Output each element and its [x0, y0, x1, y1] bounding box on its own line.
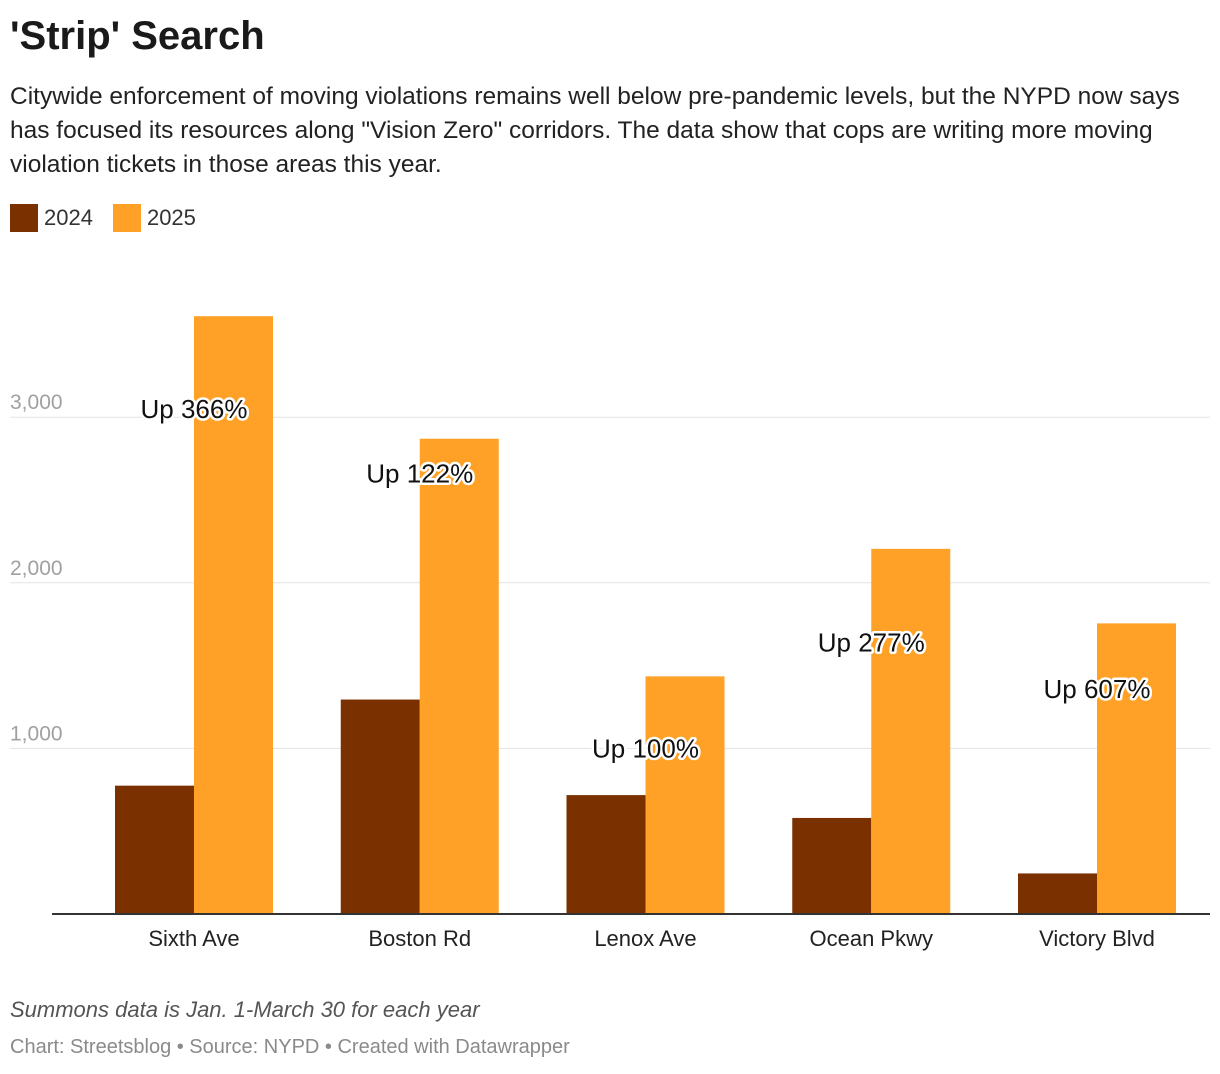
bar-chart: 1,000 2,000 3,000 Sixth Ave Boston Rd Lenox A…: [10, 316, 1210, 951]
legend-label-2024: 2024: [44, 205, 93, 230]
y-tick-label-1000: 1,000: [10, 722, 63, 745]
bar-2025-victory-blvd: [1097, 623, 1176, 914]
annotation-ocean-pkwy: Up 277%: [818, 627, 925, 657]
annotation-sixth-ave: Up 366%: [141, 394, 248, 424]
bar-2024-lenox-ave: [566, 795, 646, 914]
y-tick-label-2000: 2,000: [10, 557, 63, 580]
legend-item-2024: 2024: [10, 204, 93, 232]
bar-2025-boston-rd: [419, 438, 499, 914]
chart-credits: Chart: Streetsblog • Source: NYPD • Crea…: [10, 1036, 570, 1058]
legend-item-2025: 2025: [112, 204, 196, 232]
bar-2024-sixth-ave: [115, 785, 194, 914]
x-label-lenox-ave: Lenox Ave: [594, 926, 696, 951]
legend-swatch-2024: [10, 204, 38, 232]
bar-2025-sixth-ave: [194, 316, 273, 915]
chart-subtitle: Citywide enforcement of moving violation…: [10, 83, 1180, 178]
annotation-victory-blvd: Up 607%: [1044, 674, 1151, 704]
annotation-lenox-ave: Up 100%: [592, 733, 699, 763]
legend: 2024 2025: [10, 204, 216, 232]
legend-label-2025: 2025: [146, 205, 196, 230]
x-label-sixth-ave: Sixth Ave: [148, 926, 239, 951]
bar-2024-ocean-pkwy: [792, 817, 872, 914]
y-tick-label-3000: 3,000: [10, 391, 63, 414]
annotation-boston-rd: Up 122%: [366, 459, 473, 489]
chart-note: Summons data is Jan. 1-March 30 for each…: [10, 997, 480, 1022]
bar-2025-lenox-ave: [645, 676, 725, 914]
chart-title: 'Strip' Search: [10, 14, 265, 58]
bar-2025-ocean-pkwy: [871, 548, 951, 914]
x-label-ocean-pkwy: Ocean Pkwy: [810, 926, 934, 951]
x-label-victory-blvd: Victory Blvd: [1039, 926, 1155, 951]
legend-swatch-2025: [112, 204, 141, 232]
bar-2024-victory-blvd: [1018, 873, 1097, 914]
x-label-boston-rd: Boston Rd: [368, 926, 471, 951]
bar-2024-boston-rd: [340, 699, 420, 914]
